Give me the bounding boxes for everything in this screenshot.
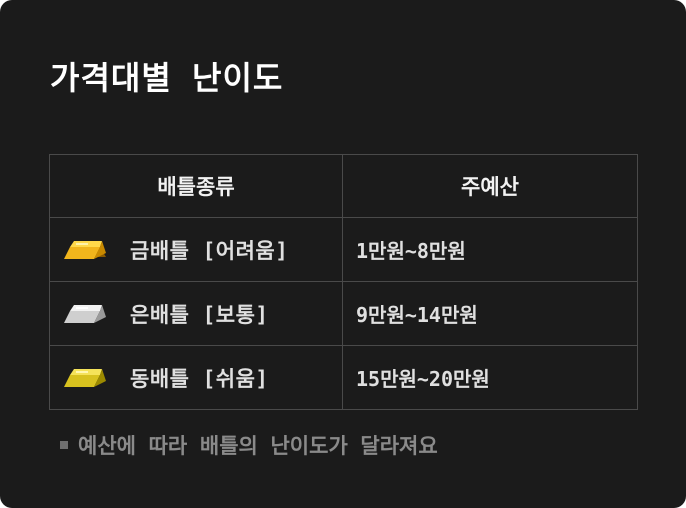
footnote: 예산에 따라 배틀의 난이도가 달라져요 [60, 430, 438, 460]
budget-range: 9만원~14만원 [356, 303, 478, 327]
table-row: 은배틀 [보통] 9만원~14만원 [49, 281, 638, 346]
table-row: 금배틀 [어려움] 1만원~8만원 [49, 217, 638, 282]
panel-title: 가격대별 난이도 [50, 59, 284, 97]
gold-bar-icon [64, 240, 106, 259]
table-row: 동배틀 [쉬움] 15만원~20만원 [49, 345, 638, 410]
difficulty-table: 배틀종류 주예산 금배틀 [어려움] [49, 154, 638, 410]
budget-range: 1만원~8만원 [356, 239, 466, 263]
tier-label: 동배틀 [쉬움] [130, 366, 269, 391]
header-budget: 주예산 [342, 154, 638, 218]
square-bullet-icon [60, 441, 68, 449]
budget-range: 15만원~20만원 [356, 367, 490, 391]
bronze-bar-icon [64, 368, 106, 387]
table-header-row: 배틀종류 주예산 [49, 154, 638, 218]
silver-bar-icon [64, 304, 106, 323]
footnote-text: 예산에 따라 배틀의 난이도가 달라져요 [78, 434, 438, 458]
header-battle-type: 배틀종류 [49, 154, 343, 218]
tier-label: 은배틀 [보통] [130, 302, 269, 327]
tier-label: 금배틀 [어려움] [130, 238, 289, 263]
